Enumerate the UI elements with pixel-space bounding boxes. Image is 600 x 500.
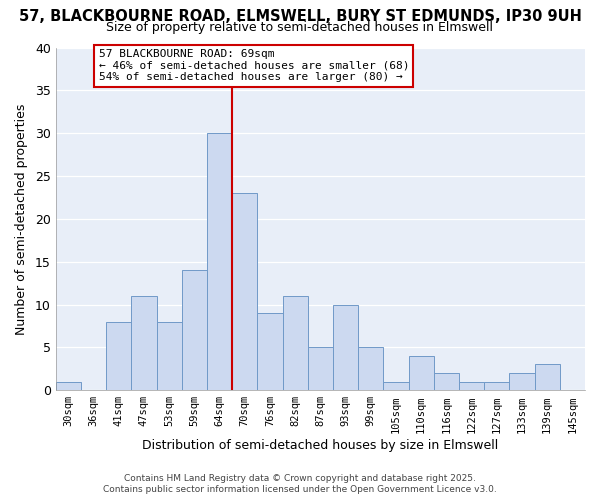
Bar [283,296,308,390]
Bar [509,373,535,390]
Bar [182,270,207,390]
Bar [358,348,383,390]
X-axis label: Distribution of semi-detached houses by size in Elmswell: Distribution of semi-detached houses by … [142,440,499,452]
Text: Contains HM Land Registry data © Crown copyright and database right 2025.
Contai: Contains HM Land Registry data © Crown c… [103,474,497,494]
Text: 57, BLACKBOURNE ROAD, ELMSWELL, BURY ST EDMUNDS, IP30 9UH: 57, BLACKBOURNE ROAD, ELMSWELL, BURY ST … [19,9,581,24]
Bar [409,356,434,390]
Text: 57 BLACKBOURNE ROAD: 69sqm
← 46% of semi-detached houses are smaller (68)
54% of: 57 BLACKBOURNE ROAD: 69sqm ← 46% of semi… [98,49,409,82]
Bar [535,364,560,390]
Bar [434,373,459,390]
Y-axis label: Number of semi-detached properties: Number of semi-detached properties [15,103,28,334]
Bar [56,382,81,390]
Bar [106,322,131,390]
Bar [232,193,257,390]
Bar [333,304,358,390]
Bar [308,348,333,390]
Text: Size of property relative to semi-detached houses in Elmswell: Size of property relative to semi-detach… [107,22,493,35]
Bar [257,313,283,390]
Bar [131,296,157,390]
Bar [383,382,409,390]
Bar [484,382,509,390]
Bar [207,133,232,390]
Bar [459,382,484,390]
Bar [157,322,182,390]
